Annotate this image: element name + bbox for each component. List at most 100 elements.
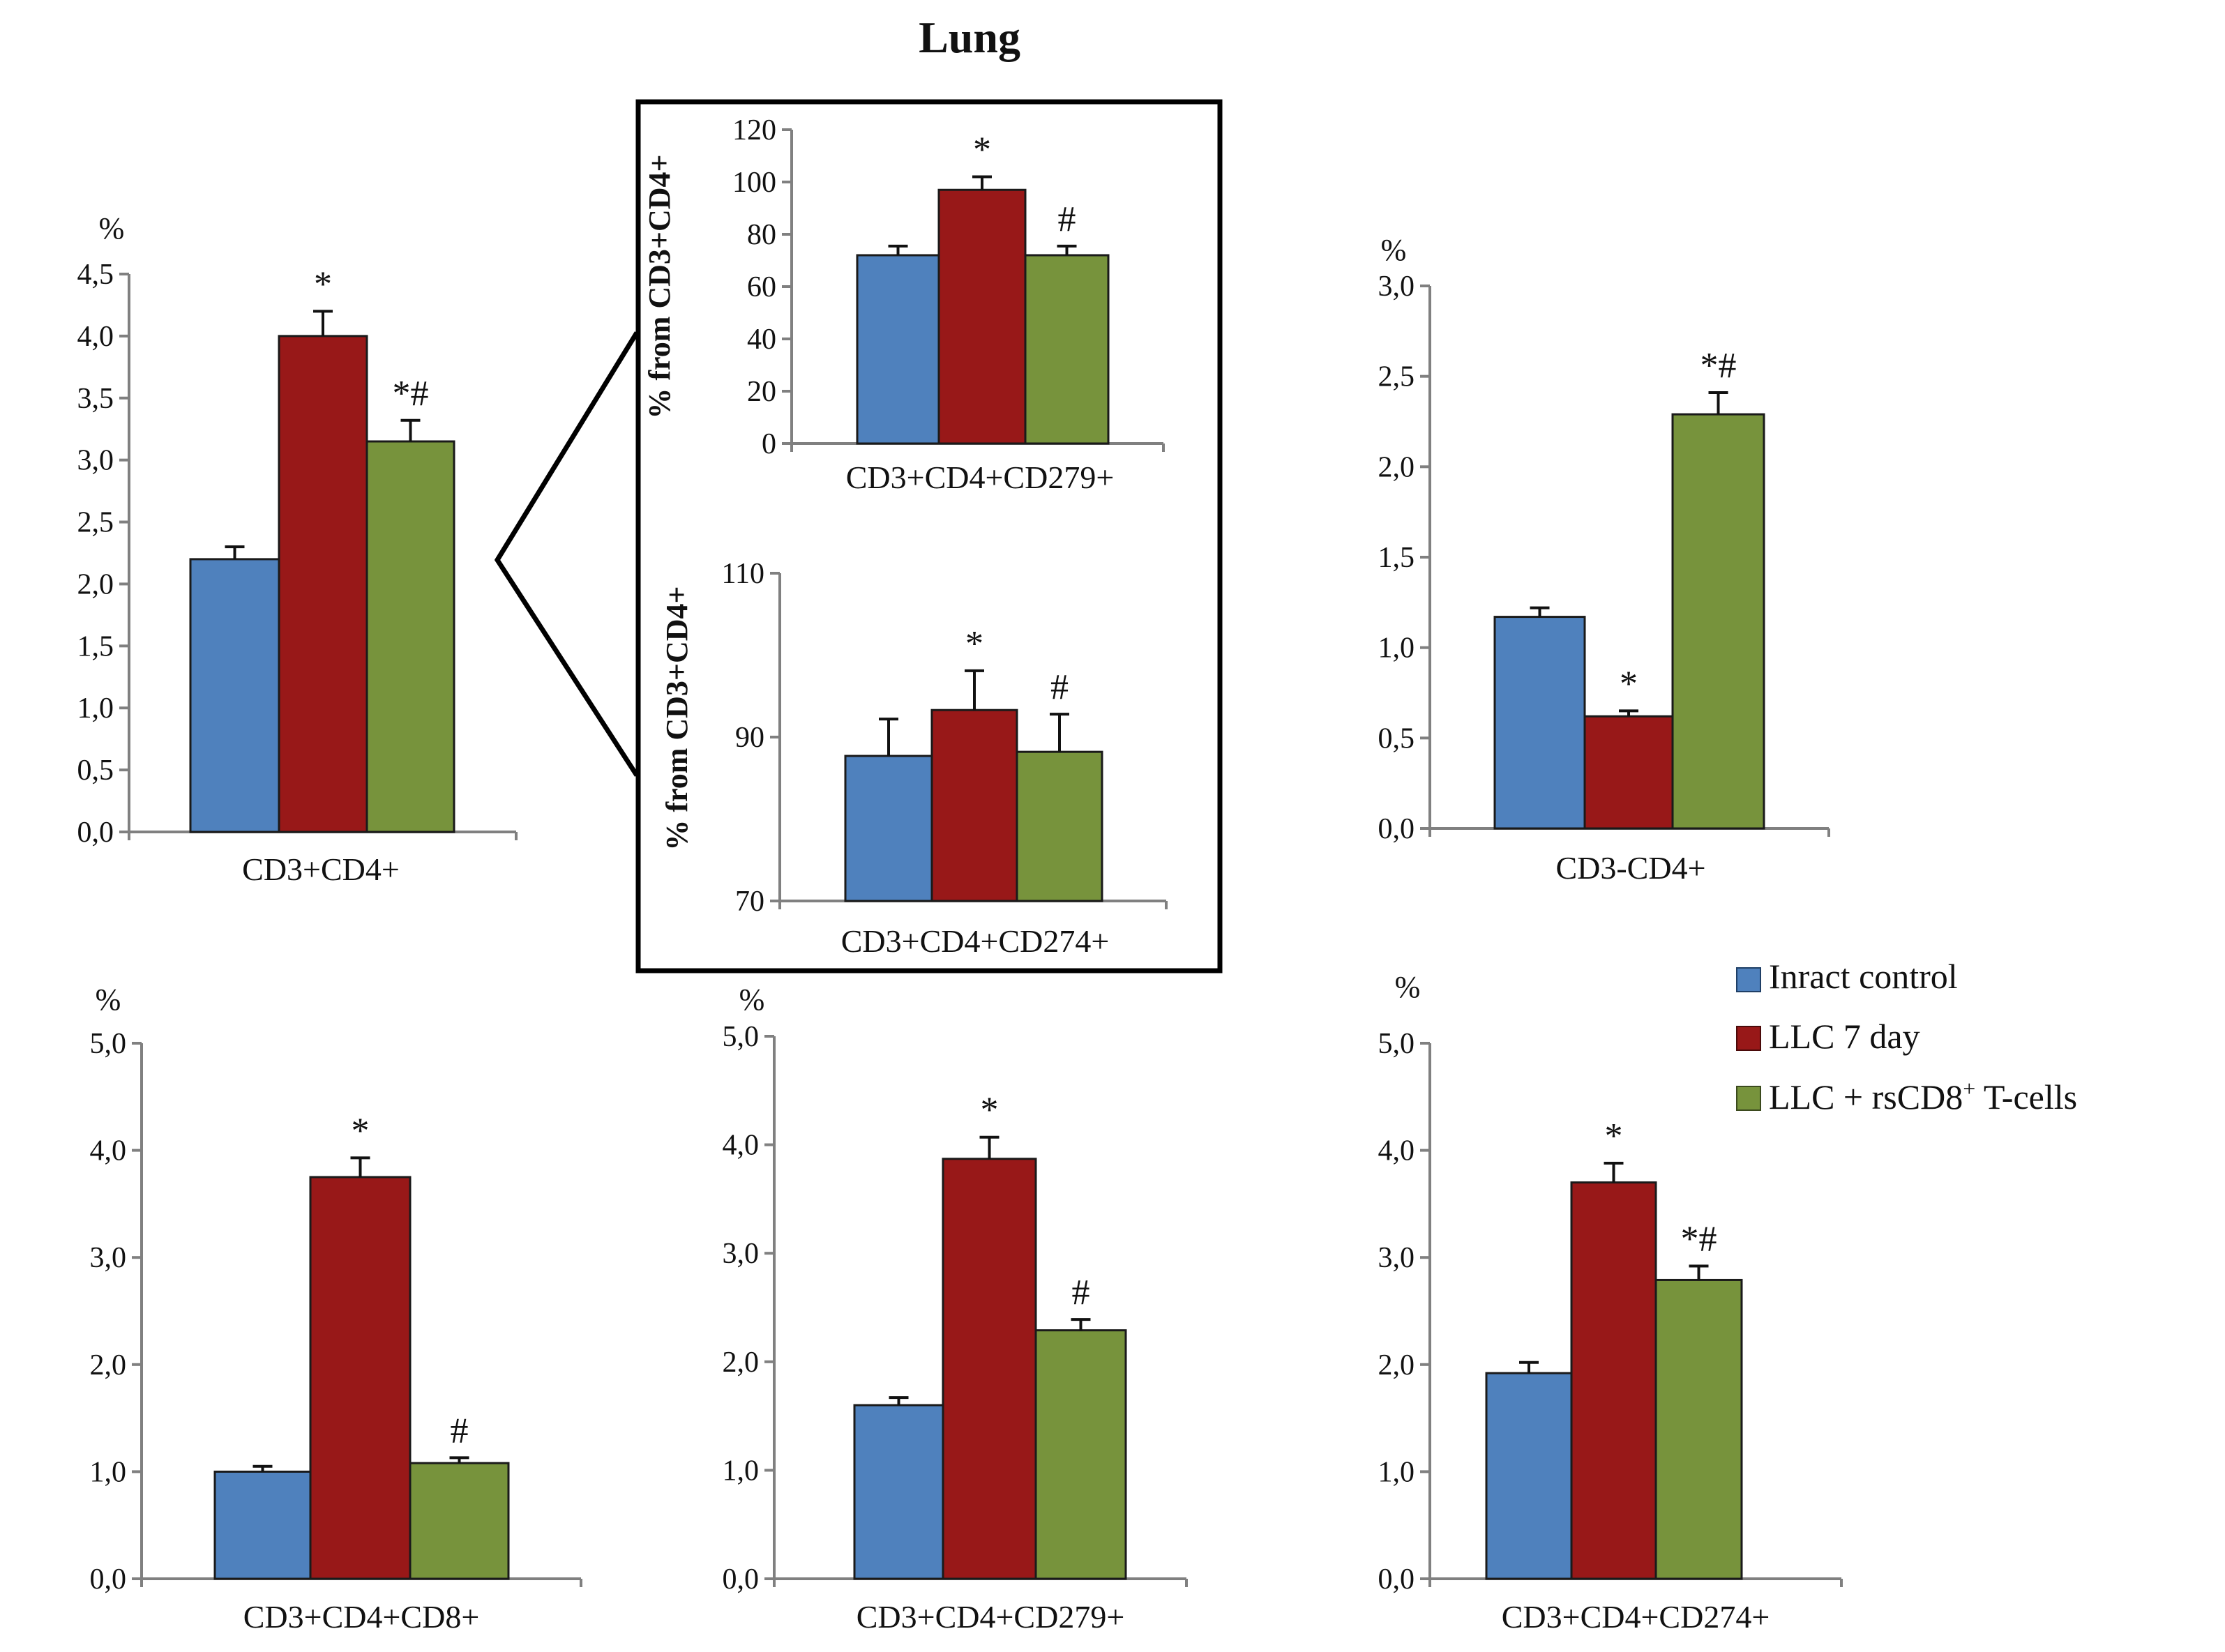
legend-label-control: Inract control — [1769, 957, 1958, 996]
category-label: CD3+CD4+ — [242, 851, 400, 887]
y-tick-label: 4,5 — [77, 259, 114, 291]
y-tick-label: 0,0 — [90, 1563, 127, 1596]
y-tick-label: 1,5 — [77, 630, 114, 662]
y-tick-label: 3,0 — [723, 1238, 760, 1270]
bar-rscd8 — [1016, 750, 1103, 902]
bar-control — [853, 1404, 944, 1580]
y-axis-label: % from CD3+CD4+ — [660, 586, 694, 850]
y-tick-label: 5,0 — [90, 1028, 127, 1060]
legend-swatch-rscd8 — [1736, 1086, 1761, 1111]
bar-llc — [1583, 715, 1674, 830]
significance-mark: *# — [393, 374, 429, 414]
significance-mark: # — [1072, 1273, 1090, 1312]
bar-rscd8 — [365, 440, 455, 833]
inset-frame — [635, 99, 1223, 973]
chart-cd279: 0,0 1,0 2,0 3,0 4,0 5,0 * # CD3+CD4+CD279+% — [723, 983, 1188, 1635]
y-tick-label: 1,0 — [1378, 1456, 1415, 1488]
chart-inset_cd274: 70 90 110 * # CD3+CD4+CD274+ % from CD3+CD4+ — [660, 558, 1168, 959]
bar-llc — [937, 188, 1027, 445]
y-tick-label: 0 — [762, 428, 776, 460]
unit-label: % — [96, 983, 121, 1017]
y-tick-label: 0,0 — [1378, 1563, 1415, 1596]
y-tick-label: 40 — [747, 324, 776, 356]
y-tick-label: 0,0 — [1378, 813, 1415, 845]
figure-title: Lung — [919, 13, 1020, 62]
y-tick-label: 3,0 — [77, 445, 114, 477]
significance-mark: # — [1050, 667, 1069, 707]
chart-cd8: 0,0 1,0 2,0 3,0 4,0 5,0 * # CD3+CD4+CD8+% — [90, 983, 582, 1635]
bar-llc — [930, 708, 1018, 902]
unit-label: % — [1395, 970, 1421, 1004]
legend-rscd8-main: LLC + rsCD8 — [1769, 1077, 1963, 1116]
unit-label: % — [99, 211, 125, 245]
y-tick-label: 4,0 — [77, 321, 114, 353]
y-tick-label: 1,0 — [723, 1455, 760, 1487]
significance-mark: * — [352, 1111, 370, 1151]
legend-rscd8-tail: T-cells — [1975, 1077, 2077, 1116]
category-label: CD3+CD4+CD274+ — [1502, 1599, 1770, 1635]
y-tick-label: 20 — [747, 376, 776, 408]
y-tick-label: 4,0 — [90, 1135, 127, 1167]
y-tick-label: 0,0 — [723, 1563, 760, 1596]
y-tick-label: 110 — [722, 558, 764, 590]
significance-mark: # — [1058, 199, 1076, 239]
y-tick-label: 60 — [747, 271, 776, 303]
significance-mark: * — [1605, 1116, 1623, 1156]
significance-mark: * — [965, 624, 983, 664]
chart-inset_cd279: 0 20 40 60 80 100 120 * # CD3+CD4+CD279+ % from CD… — [642, 114, 1165, 495]
category-label: CD3+CD4+CD279+ — [846, 460, 1115, 495]
unit-label: % — [1381, 233, 1407, 267]
bar-control — [1493, 616, 1586, 830]
y-tick-label: 2,0 — [90, 1349, 127, 1381]
bar-llc — [1570, 1181, 1657, 1580]
y-tick-label: 2,0 — [77, 568, 114, 600]
charts-layer: 0,00,51,01,52,02,53,03,54,04,5 **#CD3+CD4… — [77, 114, 1843, 1635]
category-label: CD3+CD4+CD8+ — [243, 1599, 480, 1635]
significance-mark: *# — [1700, 346, 1737, 386]
y-tick-label: 1,5 — [1378, 542, 1415, 574]
chart-cd3neg: 0,0 0,5 1,0 1,5 2,0 2,5 3,0 * *# CD3-CD4+% — [1378, 233, 1830, 886]
y-tick-label: 0,0 — [77, 817, 114, 849]
bar-control — [1485, 1372, 1573, 1580]
y-tick-label: 100 — [732, 167, 776, 199]
y-axis-label: % from CD3+CD4+ — [642, 154, 677, 418]
bar-control — [213, 1470, 312, 1580]
y-tick-label: 3,0 — [90, 1242, 127, 1274]
bar-control — [189, 558, 280, 833]
y-tick-label: 2,5 — [1378, 361, 1415, 393]
y-tick-label: 0,5 — [1378, 722, 1415, 755]
y-tick-label: 0,5 — [77, 755, 114, 787]
bar-rscd8 — [1024, 254, 1110, 445]
y-tick-label: 5,0 — [1378, 1028, 1415, 1060]
zoom-wedge — [494, 331, 639, 777]
category-label: CD3+CD4+CD274+ — [841, 923, 1110, 959]
y-tick-label: 80 — [747, 219, 776, 251]
y-tick-label: 5,0 — [723, 1021, 760, 1053]
y-tick-label: 4,0 — [723, 1130, 760, 1162]
significance-mark: * — [314, 264, 332, 304]
bar-llc — [278, 335, 368, 833]
y-tick-label: 3,5 — [77, 383, 114, 415]
legend-label-rscd8: LLC + rsCD8+ T-cells — [1769, 1076, 2077, 1116]
legend-label-llc: LLC 7 day — [1769, 1017, 1920, 1056]
bar-rscd8 — [1654, 1278, 1743, 1580]
y-tick-label: 2,0 — [723, 1347, 760, 1379]
y-tick-label: 1,0 — [77, 692, 114, 725]
significance-mark: * — [973, 130, 991, 170]
significance-mark: * — [1620, 664, 1638, 704]
category-label: CD3+CD4+CD279+ — [857, 1599, 1125, 1635]
y-tick-label: 1,0 — [1378, 632, 1415, 665]
y-tick-label: 3,0 — [1378, 1242, 1415, 1274]
bar-control — [844, 755, 933, 902]
bar-rscd8 — [1034, 1329, 1127, 1580]
y-tick-label: 3,0 — [1378, 271, 1415, 303]
y-tick-label: 70 — [735, 886, 764, 918]
bar-rscd8 — [1671, 413, 1765, 830]
category-label: CD3-CD4+ — [1555, 850, 1705, 886]
bar-llc — [309, 1176, 412, 1580]
y-tick-label: 2,0 — [1378, 451, 1415, 483]
bar-rscd8 — [409, 1462, 510, 1580]
y-tick-label: 2,5 — [77, 507, 114, 539]
bar-llc — [942, 1158, 1037, 1580]
legend: Inract control LLC 7 day LLC + rsCD8+ T-… — [1736, 957, 2077, 1116]
